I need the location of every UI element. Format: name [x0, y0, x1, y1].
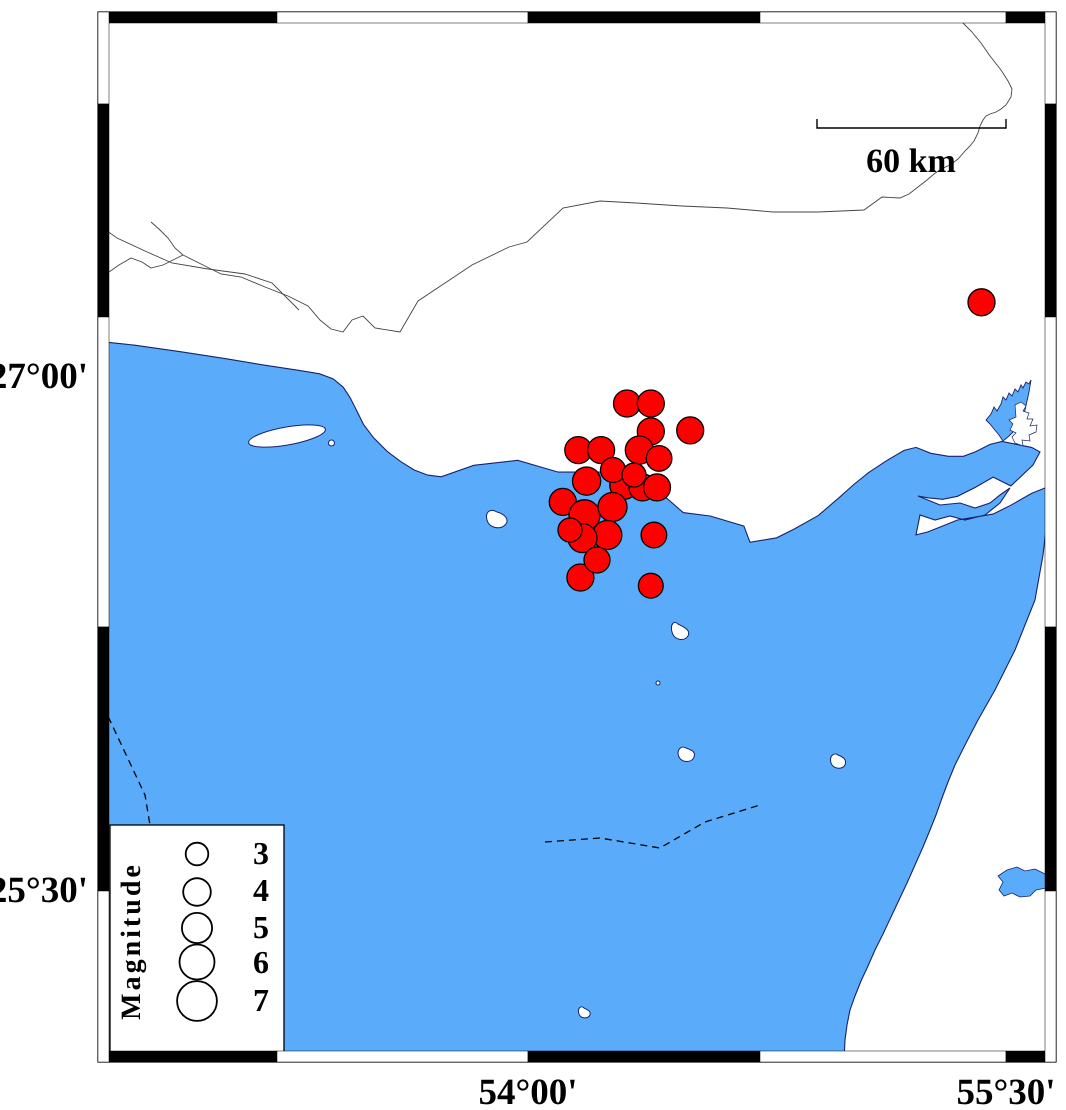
svg-text:60 km: 60 km — [866, 143, 956, 180]
svg-text:Magnitude: Magnitude — [116, 862, 147, 1020]
svg-text:6: 6 — [253, 944, 269, 980]
svg-text:55°30': 55°30' — [956, 1072, 1055, 1110]
svg-text:7: 7 — [253, 982, 269, 1018]
svg-text:4: 4 — [253, 872, 269, 908]
svg-text:54°00': 54°00' — [478, 1072, 577, 1110]
svg-text:5: 5 — [253, 909, 269, 945]
svg-text:25°30': 25°30' — [0, 870, 88, 911]
svg-text:3: 3 — [253, 835, 269, 871]
svg-text:27°00': 27°00' — [0, 356, 88, 397]
